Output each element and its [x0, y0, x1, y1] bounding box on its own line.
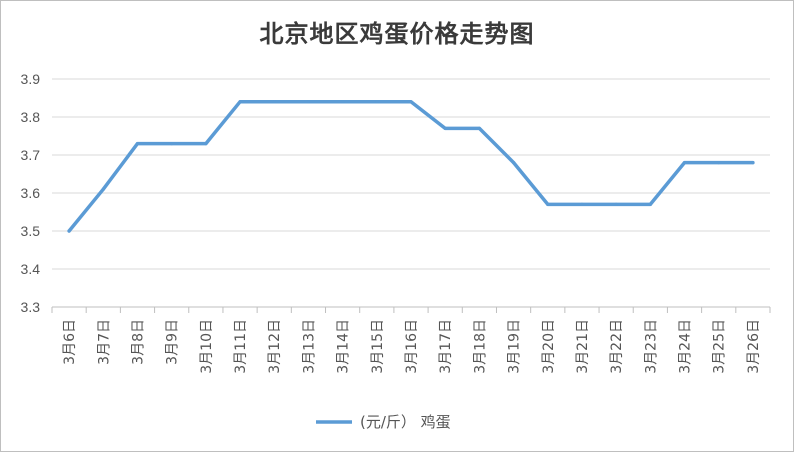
x-tick-label: 3月9日	[165, 319, 181, 365]
data-point	[648, 202, 652, 206]
x-tick-label: 3月20日	[541, 319, 557, 374]
x-tick-label: 3月10日	[199, 319, 215, 374]
y-tick-label: 3.6	[21, 185, 41, 201]
data-point	[204, 142, 208, 146]
data-point	[477, 126, 481, 130]
x-tick-label: 3月6日	[62, 319, 78, 365]
y-axis-ticks: 3.3 3.4 3.5 3.6 3.7 3.8 3.9	[21, 71, 41, 315]
data-point	[682, 161, 687, 165]
x-tick-label: 3月14日	[336, 319, 352, 374]
x-tick-label: 3月21日	[575, 319, 591, 374]
y-tick-label: 3.4	[21, 261, 41, 277]
x-tick-label: 3月8日	[130, 319, 146, 365]
y-tick-label: 3.8	[21, 109, 41, 125]
data-point	[511, 161, 516, 165]
data-point	[375, 100, 379, 104]
x-tick-label: 3月22日	[609, 319, 625, 374]
chart-title: 北京地区鸡蛋价格走势图	[259, 20, 535, 48]
data-point	[717, 161, 721, 165]
x-tick-label: 3月15日	[370, 319, 386, 374]
series-line	[67, 100, 755, 233]
data-point	[170, 142, 174, 146]
x-tick-label: 3月16日	[404, 319, 420, 374]
y-tick-label: 3.9	[21, 71, 41, 87]
data-point	[614, 202, 618, 206]
data-point	[546, 202, 550, 206]
x-tick-label: 3月17日	[438, 319, 454, 374]
data-point	[67, 229, 71, 233]
x-tick-label: 3月7日	[96, 319, 112, 365]
x-tick-label: 3月23日	[643, 319, 659, 374]
x-tick-label: 3月13日	[301, 319, 317, 374]
x-tick-label: 3月24日	[678, 319, 694, 374]
x-tick-label: 3月19日	[507, 319, 523, 374]
legend: (元/斤） 鸡蛋	[316, 413, 451, 431]
data-point	[409, 100, 413, 104]
x-tick-label: 3月25日	[712, 319, 728, 374]
x-tick-label: 3月11日	[233, 319, 249, 374]
y-tick-label: 3.3	[21, 299, 41, 315]
data-point	[101, 187, 105, 191]
data-point	[341, 100, 345, 104]
data-point	[272, 100, 276, 104]
y-tick-label: 3.5	[21, 223, 41, 239]
y-tick-label: 3.7	[21, 147, 41, 163]
x-tick-label: 3月18日	[472, 319, 488, 374]
series-layer	[67, 100, 755, 233]
data-point	[238, 100, 242, 104]
data-point	[306, 100, 311, 104]
x-tick-label: 3月26日	[746, 319, 762, 374]
x-axis: 3月6日 3月7日 3月8日 3月9日 3月10日 3月11日 3月12日 3月13日 3月14…	[51, 307, 771, 374]
data-point	[443, 126, 447, 130]
data-point	[135, 142, 140, 146]
gridlines	[52, 78, 770, 308]
x-tick-label: 3月12日	[267, 319, 283, 374]
data-point	[751, 161, 755, 165]
legend-label: (元/斤） 鸡蛋	[360, 413, 451, 431]
data-point	[580, 202, 584, 206]
